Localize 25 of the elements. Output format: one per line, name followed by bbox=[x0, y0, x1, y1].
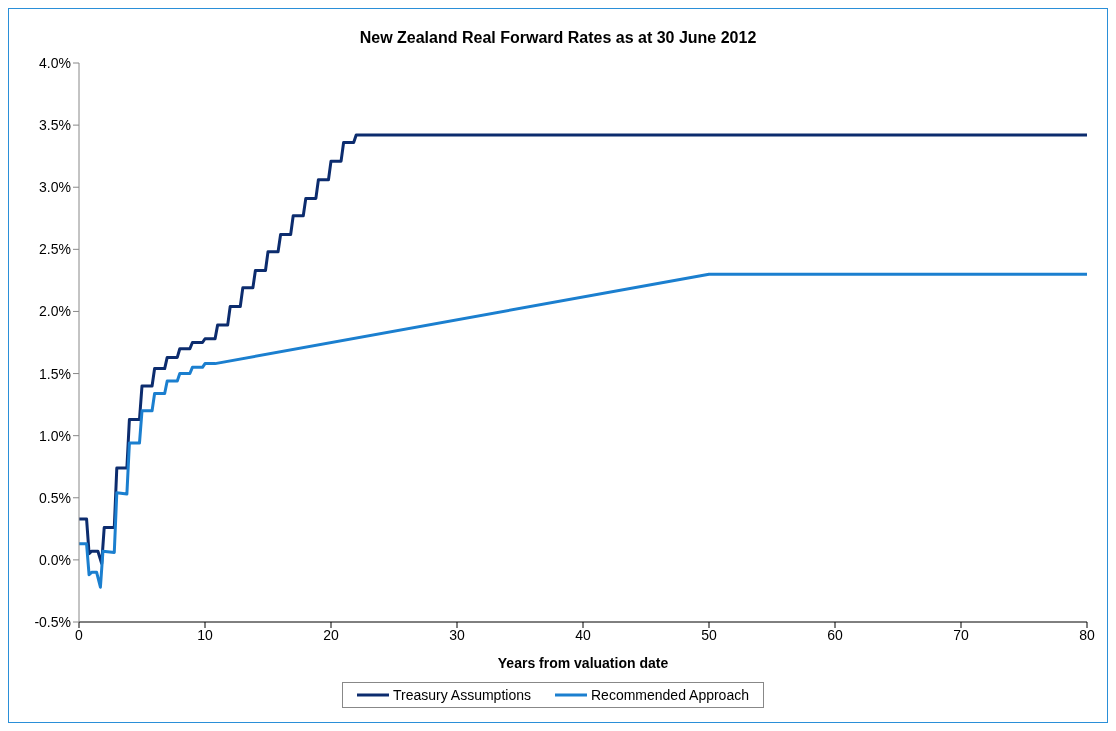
y-tick-label: 2.5% bbox=[39, 241, 71, 258]
line-series bbox=[79, 272, 1087, 589]
y-tick-label: 1.5% bbox=[39, 365, 71, 382]
line-series bbox=[79, 133, 1087, 566]
y-tick-label: 2.0% bbox=[39, 303, 71, 320]
legend-label: Treasury Assumptions bbox=[392, 687, 531, 703]
legend-label: Recommended Approach bbox=[590, 687, 749, 703]
x-tick-label: 10 bbox=[197, 626, 213, 643]
y-tick-label: 0.5% bbox=[39, 489, 71, 506]
x-tick-label: 60 bbox=[827, 626, 843, 643]
x-tick-label: 40 bbox=[575, 626, 591, 643]
y-tick-label: 1.0% bbox=[39, 427, 71, 444]
x-tick-label: 80 bbox=[1079, 626, 1095, 643]
chart-title: New Zealand Real Forward Rates as at 30 June 2012 bbox=[358, 28, 758, 48]
x-tick-label: 50 bbox=[701, 626, 717, 643]
y-tick-label: 4.0% bbox=[39, 54, 71, 71]
x-tick-label: 20 bbox=[323, 626, 339, 643]
y-tick-label: 0.0% bbox=[39, 551, 71, 568]
y-tick-label: -0.5% bbox=[34, 613, 71, 630]
y-tick-label: 3.5% bbox=[39, 117, 71, 134]
x-tick-label: 0 bbox=[75, 626, 84, 643]
y-tick-label: 3.0% bbox=[39, 179, 71, 196]
x-axis-title: Years from valuation date bbox=[497, 655, 669, 671]
x-tick-label: 30 bbox=[449, 626, 465, 643]
x-tick-label: 70 bbox=[953, 626, 969, 643]
